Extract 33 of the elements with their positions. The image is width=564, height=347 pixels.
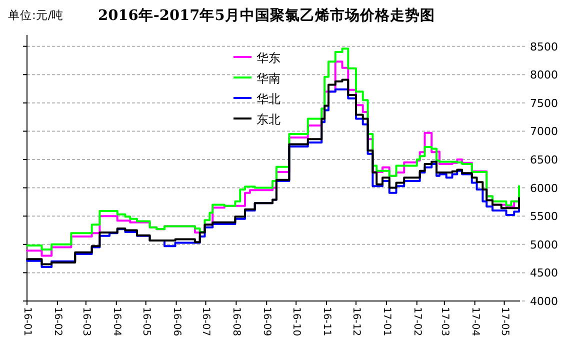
x-tick-label: 16-07: [200, 307, 212, 336]
x-tick-label: 16-10: [290, 307, 302, 336]
y-tick-label: 6500: [530, 154, 558, 167]
x-tick-label: 16-05: [140, 307, 152, 336]
legend-label: 华南: [256, 72, 280, 86]
x-tick-label: 16-08: [230, 307, 242, 336]
x-tick-label: 16-11: [321, 307, 332, 336]
y-axis-title: 单位:元/吨: [8, 8, 64, 22]
x-tick-label: 17-03: [438, 307, 450, 336]
y-tick-label: 5500: [530, 210, 558, 224]
x-tick-label: 16-02: [52, 307, 63, 336]
y-tick-label: 7500: [530, 96, 558, 110]
chart-title: 2016年-2017年5月中国聚氯乙烯市场价格走势图: [98, 6, 435, 24]
x-tick-label: 16-09: [261, 307, 272, 336]
x-tick-label: 17-04: [469, 307, 480, 336]
x-tick-label: 17-02: [411, 307, 422, 336]
legend-label: 华北: [256, 92, 280, 106]
x-tick-label: 16-03: [80, 307, 92, 336]
y-tick-label: 7000: [530, 125, 558, 138]
legend-label: 华东: [256, 51, 280, 65]
y-tick-label: 5000: [530, 238, 558, 252]
x-tick-label: 16-06: [170, 307, 182, 336]
y-tick-label: 6000: [530, 182, 558, 195]
x-tick-label: 16-04: [110, 307, 122, 336]
x-tick-label: 16-12: [350, 307, 362, 336]
y-tick-label: 8000: [530, 68, 558, 82]
legend-label: 东北: [256, 112, 280, 126]
x-tick-label: 17-01: [380, 307, 392, 336]
y-tick-label: 4000: [530, 295, 558, 308]
x-tick-label: 17-05: [498, 307, 510, 336]
x-tick-label: 16-01: [22, 307, 32, 336]
y-tick-label: 4500: [530, 266, 558, 280]
y-tick-label: 8500: [530, 40, 558, 54]
